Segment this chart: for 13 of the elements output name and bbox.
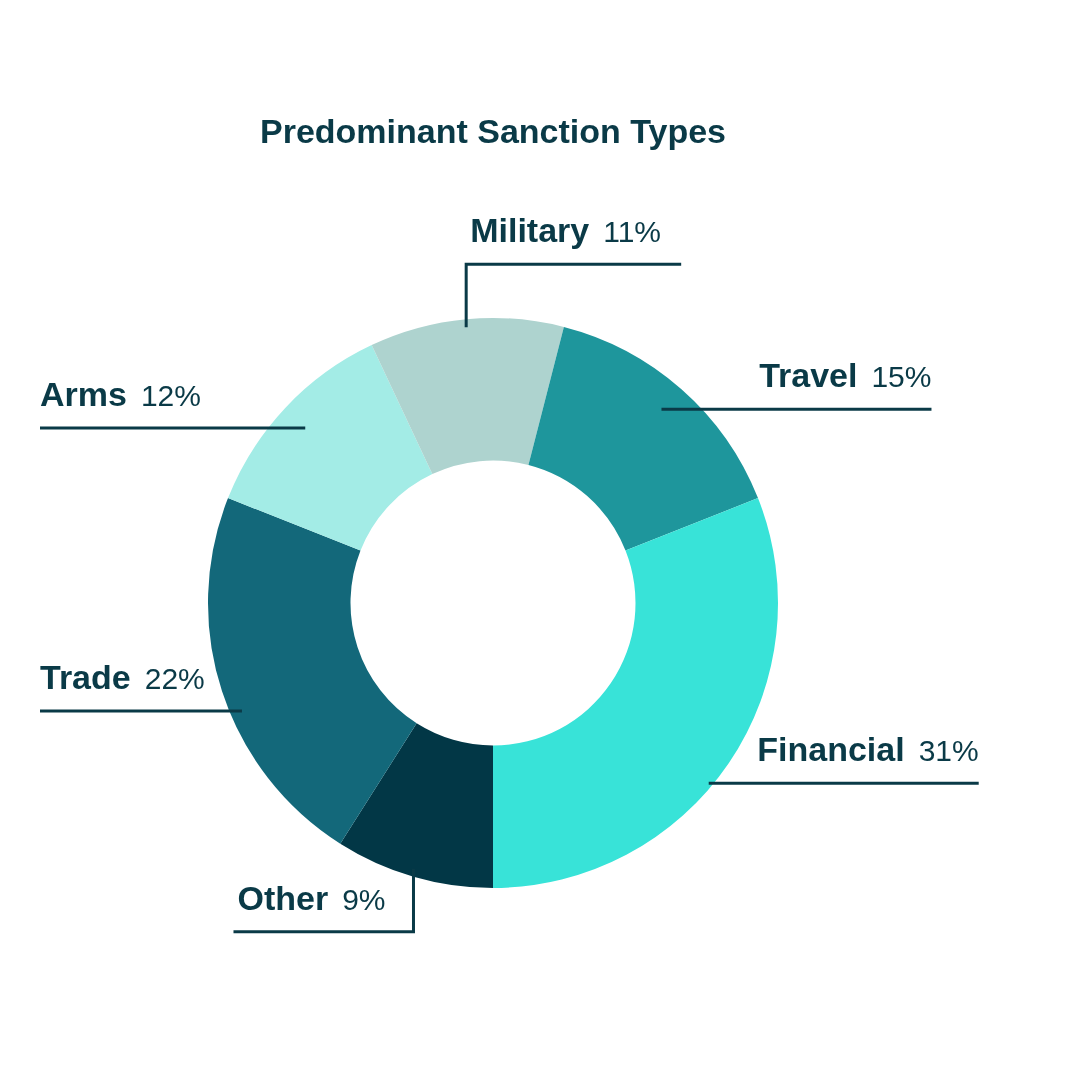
data-label: 9% <box>342 882 386 916</box>
data-label: 31% <box>918 734 979 768</box>
data-label: 22% <box>144 662 205 696</box>
slice-label: Military <box>470 211 590 250</box>
slice-label: Arms <box>40 374 127 413</box>
chart-title: Predominant Sanction Types <box>259 112 727 151</box>
data-label: 11% <box>603 215 662 249</box>
slice-label: Other <box>237 878 329 917</box>
slice-label: Travel <box>759 356 858 395</box>
data-label: 12% <box>140 378 201 412</box>
slice-label: Trade <box>40 658 131 697</box>
data-label: 15% <box>871 360 932 394</box>
slice-label: Financial <box>757 730 905 769</box>
